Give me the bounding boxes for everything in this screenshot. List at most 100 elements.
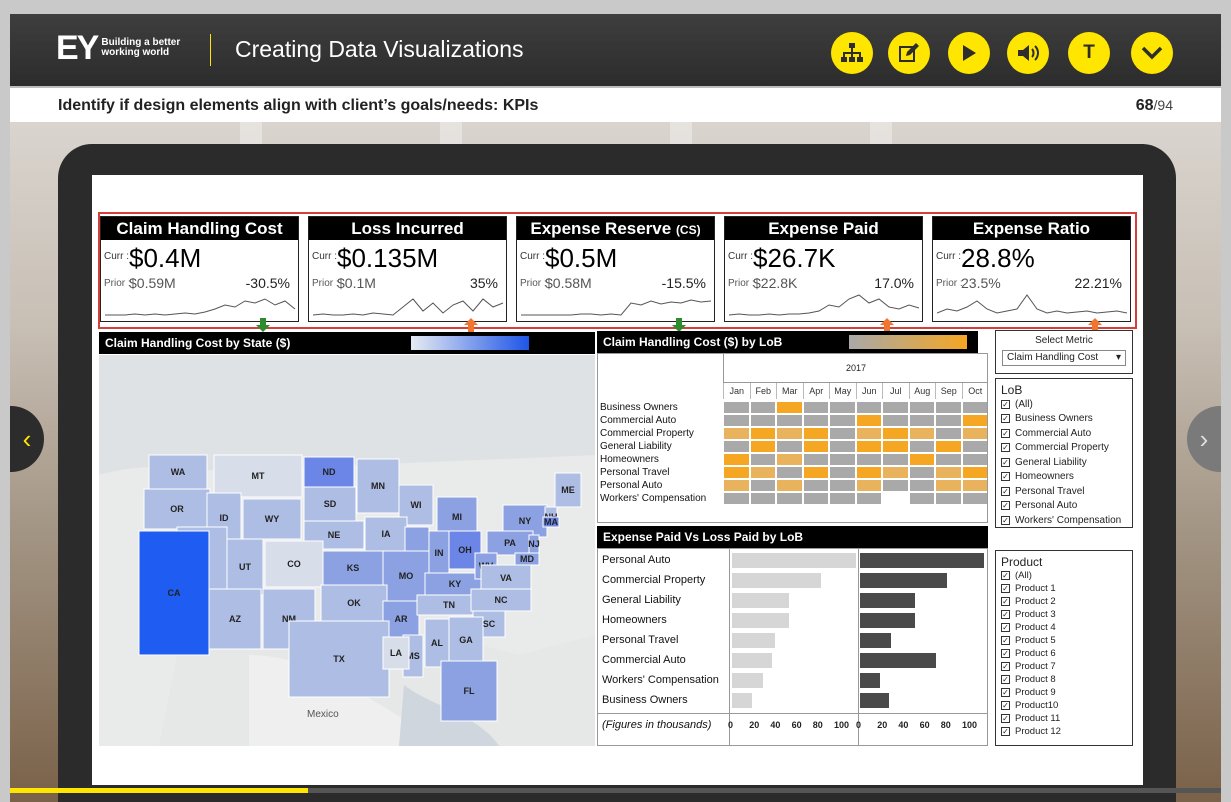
heatmap-cell[interactable]: [830, 428, 855, 439]
heatmap-cell[interactable]: [724, 415, 749, 426]
map-svg[interactable]: WAMTNDMNMEORIDSDWIMIWYNYNHMANEIAPANJMDIL…: [99, 355, 595, 746]
filter-checkbox-item[interactable]: ✓ Personal Auto: [1001, 499, 1132, 514]
filter-checkbox-item[interactable]: ✓ Commercial Property: [1001, 441, 1132, 456]
filter-checkbox-item[interactable]: ✓ Business Owners: [1001, 412, 1132, 427]
heatmap-cell[interactable]: [962, 415, 987, 426]
state-mt[interactable]: [213, 454, 303, 498]
heatmap-cell[interactable]: [750, 480, 775, 491]
state-shapes[interactable]: WAMTNDMNMEORIDSDWIMIWYNYNHMANEIAPANJMDIL…: [138, 454, 582, 722]
checkbox-checked-icon[interactable]: ✓: [1001, 515, 1010, 525]
kpi-card[interactable]: Expense Reserve (CS) Curr : $0.5M Prior : $0…: [516, 216, 715, 332]
checkbox-checked-icon[interactable]: ✓: [1001, 623, 1010, 632]
heatmap-cell[interactable]: [803, 493, 828, 504]
heatmap-cell[interactable]: [830, 480, 855, 491]
expense-paid-bar[interactable]: [732, 573, 822, 588]
heatmap-cell[interactable]: [962, 493, 987, 504]
heatmap-cell[interactable]: [803, 415, 828, 426]
state-wy[interactable]: [242, 498, 302, 540]
loss-paid-bar[interactable]: [860, 613, 915, 628]
heatmap-cell[interactable]: [883, 441, 908, 452]
checkbox-checked-icon[interactable]: ✓: [1001, 501, 1010, 511]
filter-checkbox-item[interactable]: ✓ Product 1: [1001, 582, 1132, 595]
heatmap-cell[interactable]: [962, 467, 987, 478]
heatmap-cell[interactable]: [803, 480, 828, 491]
heatmap-cell[interactable]: [750, 454, 775, 465]
heatmap-cell[interactable]: [777, 480, 802, 491]
filter-checkbox-item[interactable]: ✓ Product 3: [1001, 608, 1132, 621]
audio-button[interactable]: [1007, 32, 1049, 74]
heatmap-cell[interactable]: [750, 441, 775, 452]
heatmap-cell[interactable]: [856, 467, 881, 478]
heatmap-cell[interactable]: [962, 441, 987, 452]
filter-checkbox-item[interactable]: ✓ Product10: [1001, 699, 1132, 712]
metric-select[interactable]: Claim Handling Cost ▾: [1002, 350, 1126, 366]
heatmap-cell[interactable]: [777, 441, 802, 452]
loss-paid-bar[interactable]: [860, 593, 915, 608]
filter-checkbox-item[interactable]: ✓ Product 12: [1001, 725, 1132, 738]
filter-checkbox-item[interactable]: ✓ General Liability: [1001, 455, 1132, 470]
heatmap-cell[interactable]: [724, 493, 749, 504]
checkbox-checked-icon[interactable]: ✓: [1001, 727, 1010, 736]
heatmap-cell[interactable]: [777, 467, 802, 478]
heatmap-cell[interactable]: [962, 480, 987, 491]
state-wa[interactable]: [148, 454, 208, 490]
loss-paid-bar[interactable]: [860, 573, 947, 588]
heatmap-cell[interactable]: [803, 441, 828, 452]
filter-checkbox-item[interactable]: ✓ Workers' Compensation: [1001, 513, 1132, 528]
sitemap-button[interactable]: [831, 32, 873, 74]
heatmap-cell[interactable]: [777, 493, 802, 504]
play-button[interactable]: [948, 32, 990, 74]
checkbox-checked-icon[interactable]: ✓: [1001, 636, 1010, 645]
checkbox-checked-icon[interactable]: ✓: [1001, 399, 1010, 409]
heatmap-cell[interactable]: [883, 493, 908, 504]
heatmap-cell[interactable]: [936, 480, 961, 491]
heatmap-cell[interactable]: [909, 441, 934, 452]
heatmap-cell[interactable]: [909, 480, 934, 491]
checkbox-checked-icon[interactable]: ✓: [1001, 414, 1010, 424]
heatmap-cell[interactable]: [883, 402, 908, 413]
expense-paid-bar[interactable]: [732, 613, 790, 628]
filter-checkbox-item[interactable]: ✓ Personal Travel: [1001, 484, 1132, 499]
checkbox-checked-icon[interactable]: ✓: [1001, 472, 1010, 482]
heatmap-cell[interactable]: [724, 428, 749, 439]
heatmap-cell[interactable]: [936, 493, 961, 504]
expense-paid-bar[interactable]: [732, 693, 752, 708]
heatmap-cell[interactable]: [830, 493, 855, 504]
heatmap-cell[interactable]: [750, 493, 775, 504]
filter-checkbox-item[interactable]: ✓ Product 4: [1001, 621, 1132, 634]
heatmap-cell[interactable]: [750, 402, 775, 413]
heatmap-cell[interactable]: [936, 441, 961, 452]
heatmap-cell[interactable]: [909, 428, 934, 439]
checkbox-checked-icon[interactable]: ✓: [1001, 584, 1010, 593]
filter-checkbox-item[interactable]: ✓ (All): [1001, 569, 1132, 582]
filter-checkbox-item[interactable]: ✓ Product 11: [1001, 712, 1132, 725]
expense-paid-bar[interactable]: [732, 653, 772, 668]
heatmap-cell[interactable]: [777, 402, 802, 413]
heatmap-cell[interactable]: [936, 467, 961, 478]
heatmap-cell[interactable]: [830, 415, 855, 426]
filter-checkbox-item[interactable]: ✓ Product 7: [1001, 660, 1132, 673]
heatmap-cell[interactable]: [883, 454, 908, 465]
heatmap-cell[interactable]: [803, 402, 828, 413]
loss-paid-bar[interactable]: [860, 653, 936, 668]
state-va[interactable]: [480, 564, 532, 592]
heatmap-cell[interactable]: [962, 428, 987, 439]
heatmap-cell[interactable]: [962, 454, 987, 465]
checkbox-checked-icon[interactable]: ✓: [1001, 701, 1010, 710]
transcript-button[interactable]: T: [1068, 32, 1110, 74]
heatmap-cell[interactable]: [803, 454, 828, 465]
loss-paid-bar[interactable]: [860, 673, 880, 688]
loss-paid-bar[interactable]: [860, 693, 889, 708]
heatmap-cell[interactable]: [830, 454, 855, 465]
notes-button[interactable]: [888, 32, 930, 74]
filter-checkbox-item[interactable]: ✓ Commercial Auto: [1001, 426, 1132, 441]
checkbox-checked-icon[interactable]: ✓: [1001, 649, 1010, 658]
heatmap-cell[interactable]: [724, 480, 749, 491]
heatmap-cell[interactable]: [830, 441, 855, 452]
expense-paid-bar[interactable]: [732, 593, 790, 608]
heatmap-cell[interactable]: [777, 428, 802, 439]
checkbox-checked-icon[interactable]: ✓: [1001, 457, 1010, 467]
heatmap-cell[interactable]: [856, 454, 881, 465]
filter-checkbox-item[interactable]: ✓ Product 5: [1001, 634, 1132, 647]
heatmap-cell[interactable]: [750, 467, 775, 478]
